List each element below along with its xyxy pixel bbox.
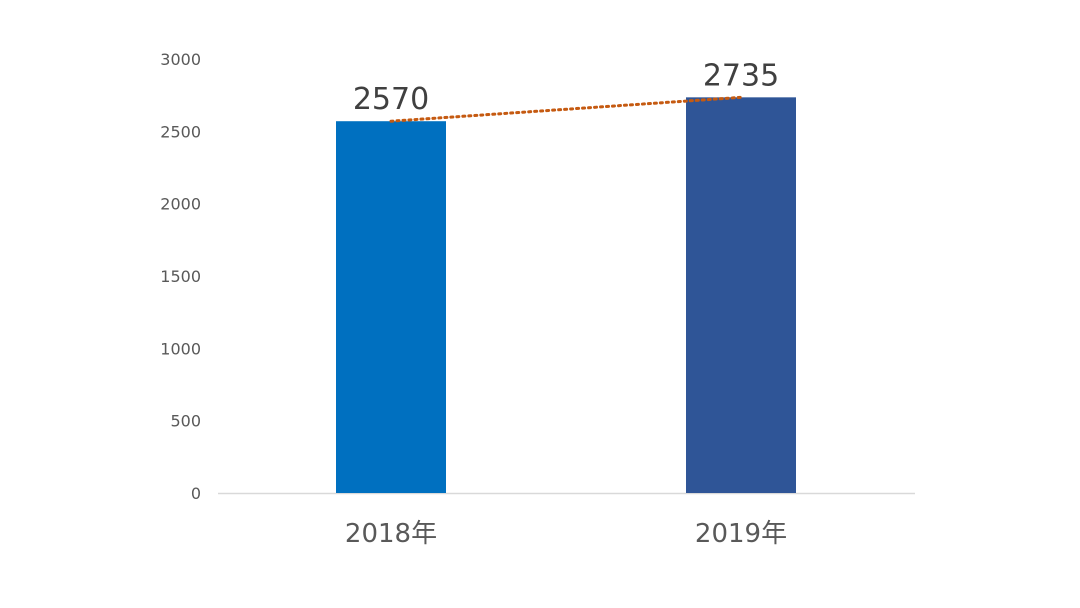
y-tick-label: 3000 <box>160 50 201 69</box>
y-tick-label: 2000 <box>160 195 201 214</box>
y-tick-label: 1000 <box>160 339 201 358</box>
category-label-0: 2018年 <box>345 519 437 549</box>
y-tick-label: 500 <box>170 412 201 431</box>
trendline <box>389 95 743 123</box>
bars <box>336 97 796 493</box>
category-label-1: 2019年 <box>695 519 787 549</box>
y-tick-label: 2500 <box>160 122 201 141</box>
bar-1 <box>686 97 796 493</box>
data-label-0: 2570 <box>353 82 429 117</box>
bar-0 <box>336 121 446 493</box>
y-axis-ticks: 0 500 1000 1500 2000 2500 3000 <box>160 50 201 503</box>
data-label-1: 2735 <box>703 58 779 93</box>
y-tick-label: 0 <box>191 484 201 503</box>
y-tick-label: 1500 <box>160 267 201 286</box>
data-labels: 2570 2735 <box>353 58 779 117</box>
category-labels: 2018年 2019年 <box>345 519 787 549</box>
